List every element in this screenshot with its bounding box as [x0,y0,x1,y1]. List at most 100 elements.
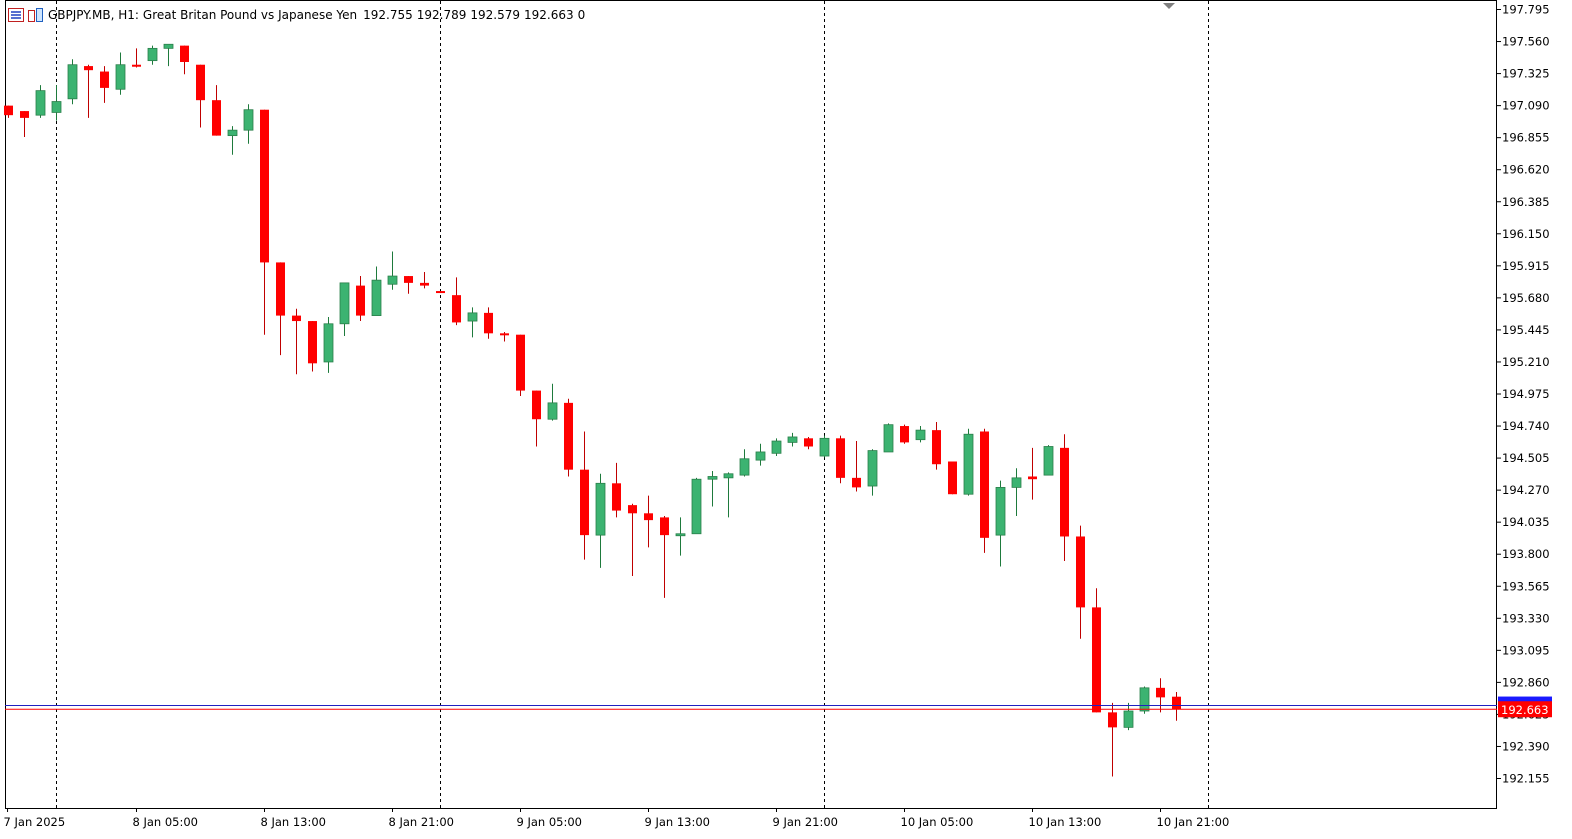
candle [467,307,478,338]
candles [4,43,1181,777]
candle [180,45,189,75]
candle-body [323,323,334,363]
price-tick-label: 192.390 [1502,739,1550,753]
price-tick-label: 196.385 [1502,195,1550,209]
candle-body [883,424,894,453]
price-tick-label: 192.860 [1502,675,1550,689]
candle-body [852,477,861,488]
time-tick-label: 9 Jan 21:00 [773,815,839,829]
candle-body [644,513,653,521]
price-axis[interactable]: 197.795 197.560 197.325 197.090 196.855 196.6… [1497,3,1552,786]
candle-body [691,478,702,535]
candle-body [1108,712,1117,728]
ohlc-open: 192.755 [363,8,413,22]
candle-body [723,473,734,479]
candle [723,472,734,518]
candle-body [932,430,941,465]
candle-body [371,279,382,317]
candle-body [787,436,798,443]
candle [1156,678,1165,713]
candle-body [67,64,78,100]
candle-body [292,315,301,322]
candle-body [995,486,1006,536]
candle [1076,525,1085,639]
price-tick-label: 197.090 [1502,99,1550,113]
candle [516,334,525,397]
time-tick-label: 9 Jan 13:00 [645,815,711,829]
price-tick-label: 196.620 [1502,163,1550,177]
candle [755,443,766,466]
candle [260,109,269,335]
price-tick-label: 195.210 [1502,355,1550,369]
candle [452,277,461,326]
candle [1028,447,1037,500]
list-icon[interactable] [8,8,24,22]
candle [1172,692,1181,721]
candle-body [836,438,845,478]
price-tick-label: 197.560 [1502,35,1550,49]
ohlc-low: 192.579 [470,8,520,22]
chart-shift-marker-icon[interactable] [1163,3,1175,9]
candle-body [1076,536,1085,608]
candle-body [212,100,221,136]
candle-body [595,482,606,536]
plot-area[interactable] [5,0,1497,809]
candle-body [404,276,413,283]
candle [436,291,445,294]
depth-of-market-icon[interactable] [28,8,44,22]
candle-body [339,282,350,325]
candle-body [867,450,878,487]
candle [787,432,798,447]
candle [339,282,350,337]
candle-body [660,517,669,536]
candle-body [387,275,398,285]
candle-body [84,66,93,71]
candle [932,421,941,470]
candle [196,64,205,128]
candle [4,105,13,118]
candle-body [516,334,525,391]
candle [35,85,46,118]
price-tick-label: 194.505 [1502,451,1550,465]
candle-body [500,333,509,336]
time-tick-label: 9 Jan 05:00 [517,815,583,829]
time-tick-label: 10 Jan 21:00 [1157,815,1230,829]
candle [675,517,686,556]
price-tick-label: 195.680 [1502,291,1550,305]
candle-body [771,440,782,454]
candle [132,48,141,68]
candle [900,424,909,444]
time-axis[interactable]: 7 Jan 2025 8 Jan 05:00 8 Jan 13:00 8 Jan 21… [4,808,1230,829]
candle-body [819,437,830,457]
candle [691,477,702,535]
candle-body [356,285,365,316]
candle-body [707,476,718,480]
time-tick-label: 8 Jan 13:00 [261,815,327,829]
candle-body [963,433,974,495]
candle-body [4,105,13,116]
price-tick-label: 196.855 [1502,131,1550,145]
candle-body [276,262,285,316]
candle-body [420,282,429,286]
candle [20,111,29,137]
candle [707,471,718,507]
candle-body [51,101,62,113]
price-tick-label: 197.795 [1502,3,1550,17]
time-tick-label: 8 Jan 05:00 [133,815,199,829]
candle-body [1156,687,1165,698]
candle-body [1011,477,1022,488]
candle [292,308,301,375]
candle [995,480,1006,567]
candle-body [755,451,766,461]
candle-body [1092,607,1101,713]
candle [500,331,509,342]
price-tick-label: 197.325 [1502,67,1550,81]
candle [1108,702,1117,777]
tick-volume: 0 [577,8,586,22]
price-tick-label: 194.975 [1502,387,1550,401]
candle-body [948,461,957,495]
candle-body [20,111,29,118]
candle [163,43,174,67]
symbol-timeframe: GBPJPY.MB, H1: [48,8,139,22]
